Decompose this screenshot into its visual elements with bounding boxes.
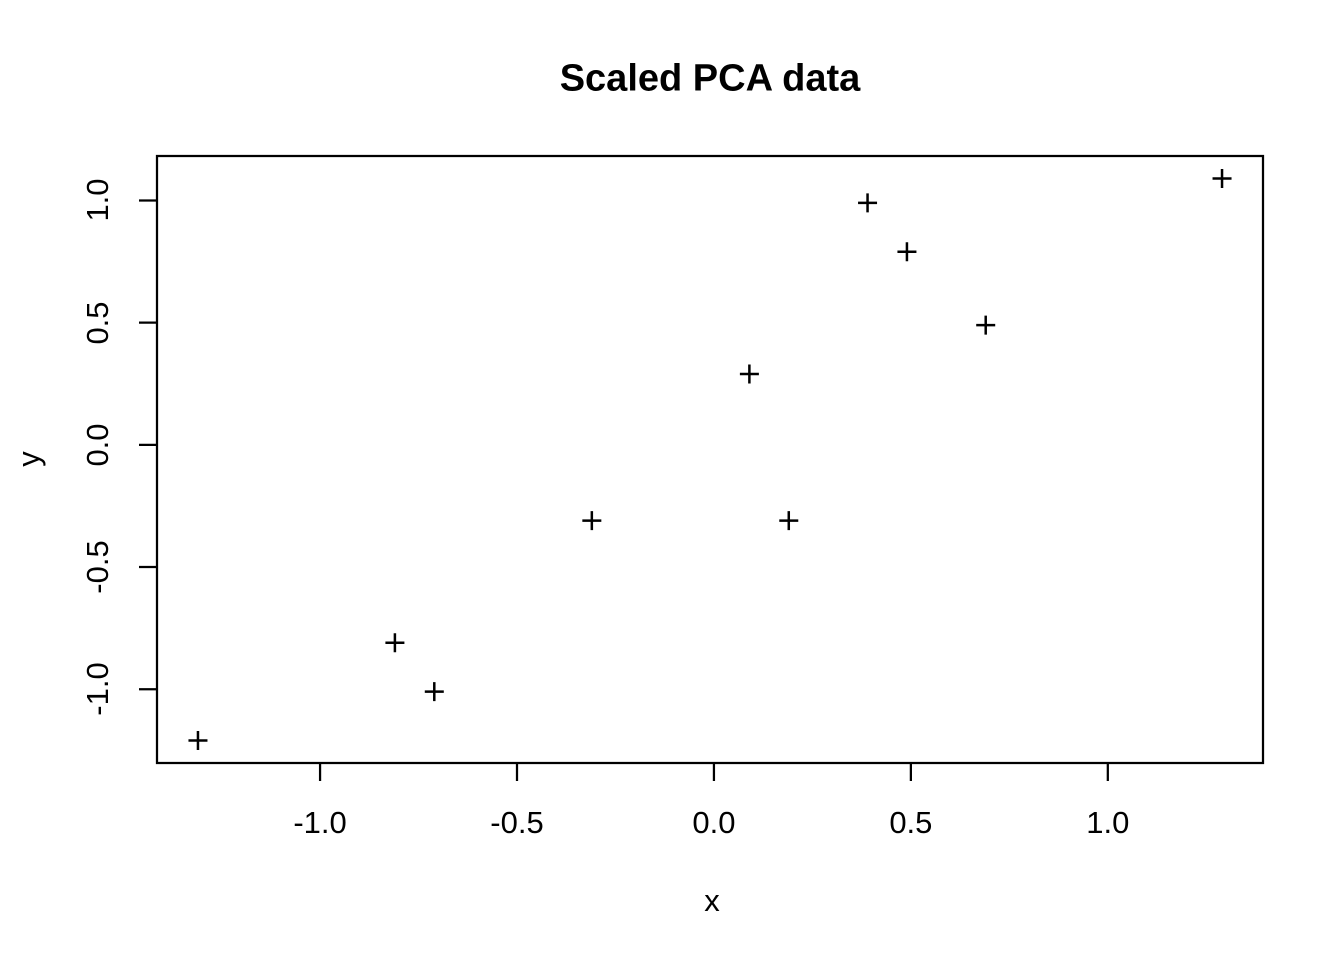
data-point-marker	[976, 315, 996, 335]
y-tick-label: 0.0	[80, 423, 115, 467]
data-point-marker	[739, 364, 759, 384]
chart-title: Scaled PCA data	[559, 57, 861, 100]
data-point-marker	[897, 242, 917, 262]
x-tick-label: -1.0	[293, 805, 347, 840]
x-tick-label: 0.5	[889, 805, 933, 840]
data-point-marker	[858, 193, 878, 213]
plot-box	[155, 154, 1265, 765]
y-tick-label: -0.5	[80, 540, 115, 594]
y-tick-label: 0.5	[80, 301, 115, 345]
data-point-marker	[582, 511, 602, 531]
y-tick-label: 1.0	[80, 178, 115, 223]
y-axis-label: y	[11, 451, 46, 467]
x-tick-label: 0.0	[692, 805, 736, 840]
x-tick-label: -0.5	[490, 805, 544, 840]
data-point-marker	[188, 731, 208, 751]
x-axis-label: x	[704, 883, 720, 918]
y-tick-label: -1.0	[80, 662, 115, 716]
data-point-marker	[1212, 168, 1232, 188]
x-tick-label: 1.0	[1086, 805, 1130, 840]
data-point-marker	[385, 633, 405, 653]
data-point-marker	[424, 682, 444, 702]
data-point-marker	[779, 511, 799, 531]
